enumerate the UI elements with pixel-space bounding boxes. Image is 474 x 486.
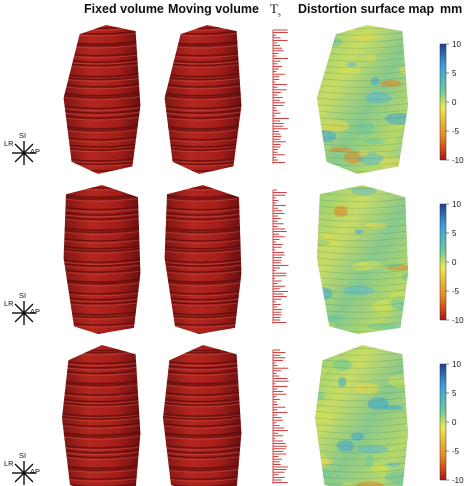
header-moving-volume: Moving volume xyxy=(168,2,259,16)
row1-distortion-surface xyxy=(316,25,409,174)
header-ts: Ts xyxy=(270,1,281,19)
rows-layer: LR SI AP 10 5 0 -5 -10 LR SI AP 10 5 0 -5 -10 LR SI AP 10 5 0… xyxy=(4,25,464,486)
header-distortion-map: Distortion surface map xyxy=(298,2,435,16)
row2-colorbar-tick: 5 xyxy=(452,229,457,238)
row3-colorbar: 10 5 0 -5 -10 xyxy=(439,360,464,485)
row2-fixed-body xyxy=(63,185,141,334)
ts-label: T xyxy=(270,1,278,16)
row3-colorbar-tick: 10 xyxy=(452,360,461,369)
row2-orientation-lr: LR xyxy=(4,299,14,308)
row1-distortion xyxy=(316,25,409,174)
row2-colorbar-tick: 10 xyxy=(452,200,461,209)
row2-fixed xyxy=(63,185,141,334)
row1-colorbar: 10 5 0 -5 -10 xyxy=(439,40,464,165)
row2-colorbar-tick: -5 xyxy=(452,287,460,296)
row3-colorbar-tick: 0 xyxy=(452,418,457,427)
row3-fixed xyxy=(62,345,141,486)
row3-colorbar-bar xyxy=(439,363,447,481)
row3-colorbar-tick: -5 xyxy=(452,447,460,456)
row3-orientation-si: SI xyxy=(19,451,26,460)
row1-orientation-ap: AP xyxy=(30,147,40,156)
row2-colorbar: 10 5 0 -5 -10 xyxy=(439,200,464,325)
row3-orientation-lr: LR xyxy=(4,459,14,468)
ts-subscript: s xyxy=(277,10,281,19)
row1-fixed xyxy=(63,25,141,174)
row2-orientation: LR SI AP xyxy=(4,291,40,325)
row1-colorbar-tick: -10 xyxy=(452,156,464,165)
row3-orientation-ap: AP xyxy=(30,467,40,476)
row2-moving xyxy=(164,185,242,334)
row2-colorbar-tick: 0 xyxy=(452,258,457,267)
row2-moving-body xyxy=(164,185,242,334)
row2-colorbar-bar xyxy=(439,203,447,321)
row1-moving xyxy=(164,25,242,174)
row1-colorbar-tick: 10 xyxy=(452,40,461,49)
row2-moving-ridges xyxy=(164,185,242,334)
header-fixed-volume: Fixed volume xyxy=(84,2,164,16)
row2-distortion xyxy=(316,185,409,334)
row1-orientation: LR SI AP xyxy=(4,131,40,165)
row2-distortion-surface xyxy=(316,185,409,334)
row3-ts xyxy=(272,349,289,484)
row1-colorbar-tick: 5 xyxy=(452,69,457,78)
row3-distortion xyxy=(315,345,409,486)
row3-orientation: LR SI AP xyxy=(4,451,40,485)
row3-colorbar-tick: -10 xyxy=(452,476,464,485)
row2-ts xyxy=(272,189,289,324)
row1-colorbar-tick: -5 xyxy=(452,127,460,136)
row2-orientation-ap: AP xyxy=(30,307,40,316)
row1-orientation-lr: LR xyxy=(4,139,14,148)
row1-ts xyxy=(272,29,289,164)
row1-orientation-si: SI xyxy=(19,131,26,140)
header-unit: mm xyxy=(440,2,463,16)
row2-colorbar-tick: -10 xyxy=(452,316,464,325)
row3-moving xyxy=(163,345,242,486)
row3-colorbar-tick: 5 xyxy=(452,389,457,398)
row1-colorbar-tick: 0 xyxy=(452,98,457,107)
row2-orientation-si: SI xyxy=(19,291,26,300)
row1-colorbar-bar xyxy=(439,43,447,161)
